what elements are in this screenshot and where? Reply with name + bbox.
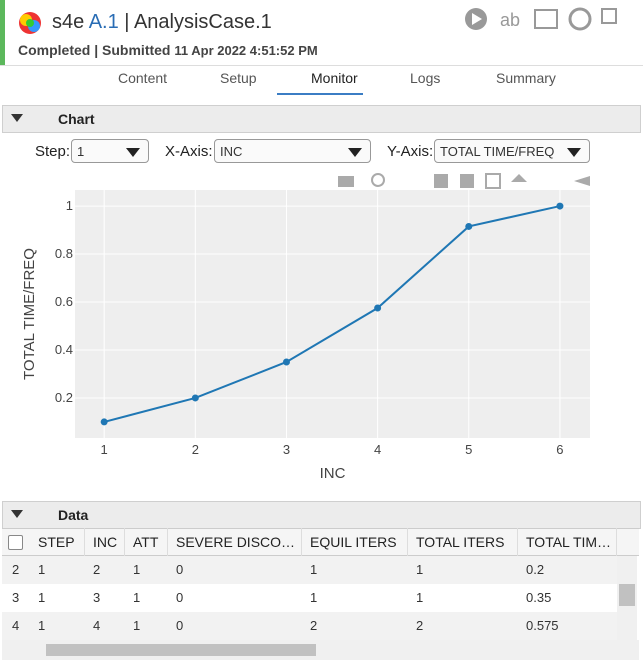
cell: 1 [38,618,46,633]
tab[interactable]: Content [118,70,168,86]
date: 11 Apr 2022 4:51:52 PM [174,43,318,58]
point [465,222,473,230]
cell: 0.575 [526,618,559,633]
x-tick-label: 2 [192,442,199,457]
cell: 1 [310,562,318,577]
modebar[interactable] [338,173,590,189]
step-select[interactable]: 1 [71,139,149,163]
row-index: 2 [12,562,20,577]
panel-title: Chart [58,111,95,127]
h-scrollbar[interactable] [2,640,639,660]
column-header: INC [85,528,125,556]
panel-title: Data [58,507,89,523]
scroll-thumb[interactable] [619,584,635,606]
app: s4e [52,11,85,33]
x-tick-label: 5 [465,442,472,457]
active-underline [277,93,363,95]
point [191,394,199,402]
x-tick-label: 4 [374,442,381,457]
cell: 0 [176,562,184,577]
cell: 3 [93,590,101,605]
x-tick-label: 3 [283,442,290,457]
cell: 1 [133,590,141,605]
logo [19,12,41,34]
cell: 1 [133,562,141,577]
tab[interactable]: Logs [410,70,441,86]
column-header: TOTAL TIME... [518,528,617,556]
y-tick-label: 0.4 [55,342,73,357]
collapse[interactable] [11,510,23,518]
cell: 2 [93,562,101,577]
title: s4e A.1 | AnalysisCase.1 [52,11,272,34]
x-axis-title: INC [320,465,346,482]
x-tick-label: 1 [101,442,108,457]
point [282,358,290,366]
cell: 0 [176,590,184,605]
x-tick-label: 6 [556,442,563,457]
cell: 1 [133,618,141,633]
point [556,202,564,210]
row-bg [2,612,617,640]
cell: 1 [416,562,424,577]
cell: 0.2 [526,562,545,577]
case-name: | AnalysisCase.1 [124,11,272,33]
checkbox[interactable] [8,535,23,550]
table-header [2,528,639,556]
status-text: Completed | Submitted [18,42,171,58]
line [103,205,561,423]
row-bg [2,556,617,584]
scroll-thumb[interactable] [46,644,316,656]
label: Step: [35,143,71,160]
v-scrollbar[interactable] [617,556,637,640]
column-header: EQUIL ITERS [302,528,408,556]
cell: 2 [310,618,318,633]
point [374,304,382,312]
data-panel-header [2,501,641,529]
point [100,418,108,426]
cell: 1 [38,562,46,577]
x-select[interactable]: INC [214,139,371,163]
cell: 4 [93,618,101,633]
cell: 1 [310,590,318,605]
label: Y-Axis: [387,143,434,160]
column-header: TOTAL ITERS [408,528,518,556]
status-bar [0,0,5,65]
cell: 0 [176,618,184,633]
y-tick-label: 0.6 [55,294,73,309]
cell: 2 [416,618,424,633]
cell: 1 [38,590,46,605]
row-bg [2,584,617,612]
toolbar[interactable]: ab [460,5,640,35]
svg-text:ab: ab [500,10,520,30]
y-tick-label: 1 [66,198,73,213]
y-select[interactable]: TOTAL TIME/FREQ [434,139,590,163]
divider [0,65,643,66]
cell: 1 [416,590,424,605]
row-index: 4 [12,618,20,633]
tab[interactable]: Summary [496,70,556,86]
y-axis-title: TOTAL TIME/FREQ [21,248,38,380]
cell: 0.35 [526,590,552,605]
column-header: SEVERE DISCON ... [168,528,302,556]
tab[interactable]: Monitor [311,70,358,86]
column-header: ATT [125,528,168,556]
column-header: STEP [30,528,85,556]
case-label: A.1 [88,11,119,33]
row-index: 3 [12,590,20,605]
y-tick-label: 0.2 [55,390,73,405]
plot-area [75,190,590,438]
chart-panel-header [2,105,641,133]
status: Completed | Submitted 11 Apr 2022 4:51:5… [18,42,318,58]
chart: 1 2 3 4 5 6 0.2 0.4 0.6 0.8 1 INC TOTAL TIME/FREQ [21,173,590,482]
label: X-Axis: [165,143,213,160]
y-tick-label: 0.8 [55,246,73,261]
tab[interactable]: Setup [220,70,257,86]
collapse[interactable] [11,114,23,122]
